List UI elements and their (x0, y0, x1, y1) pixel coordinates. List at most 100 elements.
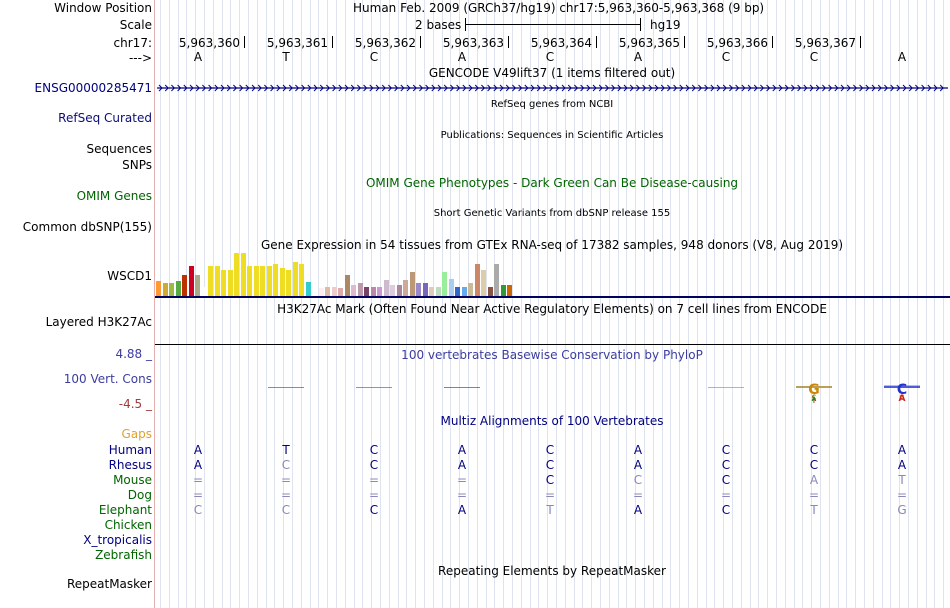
grid-line (758, 0, 760, 608)
gtex-tissue-bar[interactable] (188, 265, 194, 296)
gtex-tissue-bar[interactable] (396, 285, 402, 296)
gtex-tissue-bar[interactable] (481, 270, 486, 296)
grid-line (212, 0, 214, 608)
refseq-track-title[interactable]: RefSeq genes from NCBI (490, 99, 614, 110)
gtex-tissue-bar[interactable] (422, 283, 428, 296)
gtex-tissue-bar[interactable] (292, 261, 298, 296)
grid-line (872, 0, 874, 608)
gtex-tissue-bar[interactable] (247, 265, 252, 296)
dbsnp-track-title[interactable]: Short Genetic Variants from dbSNP releas… (433, 208, 671, 219)
gtex-tissue-bar[interactable] (156, 280, 161, 296)
gtex-tissue-bar[interactable] (253, 265, 259, 296)
alignment-base: C (369, 443, 379, 457)
gtex-tissue-bar[interactable] (182, 274, 187, 296)
gtex-tissue-bar[interactable] (344, 274, 350, 296)
gtex-tissue-bar[interactable] (208, 265, 213, 296)
publications-track-title[interactable]: Publications: Sequences in Scientific Ar… (440, 130, 664, 141)
gtex-tissue-bar[interactable] (494, 263, 499, 296)
gtex-tissue-bar[interactable] (448, 278, 454, 296)
gtex-tissue-bar[interactable] (468, 283, 473, 296)
gtex-tissue-bar[interactable] (500, 285, 506, 296)
gtex-tissue-bar[interactable] (325, 287, 330, 296)
alignment-base: T (282, 443, 290, 457)
gtex-tissue-bar[interactable] (507, 285, 512, 296)
gtex-tissue-bar[interactable] (461, 287, 467, 296)
scale-bar (465, 24, 641, 25)
gtex-tissue-bar[interactable] (234, 253, 239, 296)
gtex-bar-chart[interactable] (155, 251, 950, 296)
alignment-base: = (368, 473, 380, 487)
gtex-tissue-bar[interactable] (364, 287, 369, 296)
gtex-tissue-bar[interactable] (260, 265, 265, 296)
gtex-tissue-bar[interactable] (299, 263, 304, 296)
gtex-tissue-bar[interactable] (487, 287, 493, 296)
alignment-base: C (369, 458, 379, 472)
gtex-tissue-bar[interactable] (240, 253, 246, 296)
gtex-tissue-bar[interactable] (403, 279, 408, 296)
gtex-tissue-bar[interactable] (266, 265, 272, 296)
gencode-track-title[interactable]: GENCODE V49lift37 (1 items filtered out) (428, 66, 676, 80)
gtex-tissue-bar[interactable] (214, 265, 220, 296)
gencode-gene-line[interactable] (155, 82, 950, 94)
gtex-tissue-bar[interactable] (227, 270, 233, 296)
snps-label[interactable]: SNPs (122, 158, 152, 172)
gtex-tissue-bar[interactable] (442, 272, 447, 296)
gtex-tissue-bar[interactable] (162, 283, 168, 296)
phylop-track-title[interactable]: 100 vertebrates Basewise Conservation by… (401, 348, 703, 362)
gtex-gene-label[interactable]: WSCD1 (107, 269, 152, 283)
sequences-label[interactable]: Sequences (86, 142, 152, 156)
grid-line (556, 0, 557, 608)
gtex-tissue-bar[interactable] (390, 285, 395, 296)
strand-chevron (654, 84, 659, 92)
gtex-tissue-bar[interactable] (273, 263, 278, 296)
multiz-track-title[interactable]: Multiz Alignments of 100 Vertebrates (440, 414, 664, 428)
gtex-tissue-bar[interactable] (305, 281, 311, 296)
gtex-tissue-bar[interactable] (286, 270, 291, 296)
gtex-tissue-bar[interactable] (435, 287, 441, 296)
gtex-tissue-bar[interactable] (279, 268, 285, 296)
gtex-tissue-bar[interactable] (318, 288, 324, 296)
grid-line (564, 0, 566, 608)
omim-track-title[interactable]: OMIM Gene Phenotypes - Dark Green Can Be… (365, 176, 739, 190)
species-label-x_tropicalis[interactable]: X_tropicalis (83, 533, 152, 547)
strand-chevron (326, 84, 331, 92)
gtex-tissue-bar[interactable] (416, 283, 421, 296)
omim-genes-label[interactable]: OMIM Genes (76, 189, 152, 203)
species-label-chicken[interactable]: Chicken (104, 518, 152, 532)
gtex-track-title[interactable]: Gene Expression in 54 tissues from GTEx … (260, 238, 844, 252)
species-label-elephant[interactable]: Elephant (98, 503, 152, 517)
repeatmasker-track-title[interactable]: Repeating Elements by RepeatMasker (438, 564, 666, 578)
species-label-human[interactable]: Human (108, 443, 152, 457)
vert-cons-label[interactable]: 100 Vert. Cons (63, 372, 152, 386)
gtex-tissue-bar[interactable] (357, 283, 363, 296)
gtex-tissue-bar[interactable] (201, 287, 207, 296)
ruler-position-label: 5,963,365 (618, 36, 680, 50)
gtex-tissue-bar[interactable] (455, 287, 460, 296)
gtex-tissue-bar[interactable] (331, 287, 337, 296)
species-label-rhesus[interactable]: Rhesus (108, 458, 152, 472)
gtex-tissue-bar[interactable] (429, 287, 434, 296)
gtex-tissue-bar[interactable] (370, 287, 376, 296)
gtex-tissue-bar[interactable] (377, 287, 382, 296)
common-dbsnp-label[interactable]: Common dbSNP(155) (22, 220, 152, 234)
h3k27ac-label[interactable]: Layered H3K27Ac (45, 315, 152, 329)
gtex-tissue-bar[interactable] (175, 280, 181, 296)
gtex-tissue-bar[interactable] (312, 292, 317, 296)
species-label-zebrafish[interactable]: Zebrafish (95, 548, 152, 562)
strand-chevron (456, 84, 461, 92)
gtex-tissue-bar[interactable] (221, 270, 226, 296)
gtex-tissue-bar[interactable] (474, 263, 480, 296)
gtex-tissue-bar[interactable] (338, 288, 343, 296)
species-label-dog[interactable]: Dog (127, 488, 152, 502)
refseq-curated-label[interactable]: RefSeq Curated (58, 111, 152, 125)
repeatmasker-label[interactable]: RepeatMasker (66, 577, 152, 591)
species-label-mouse[interactable]: Mouse (113, 473, 152, 487)
gtex-tissue-bar[interactable] (169, 283, 174, 296)
gtex-tissue-bar[interactable] (409, 272, 415, 296)
gtex-tissue-bar[interactable] (383, 279, 389, 296)
h3k27ac-track-title[interactable]: H3K27Ac Mark (Often Found Near Active Re… (277, 302, 827, 316)
gtex-tissue-bar[interactable] (195, 274, 200, 296)
gtex-tissue-bar[interactable] (351, 285, 356, 296)
gencode-gene-label[interactable]: ENSG00000285471 (34, 81, 152, 95)
